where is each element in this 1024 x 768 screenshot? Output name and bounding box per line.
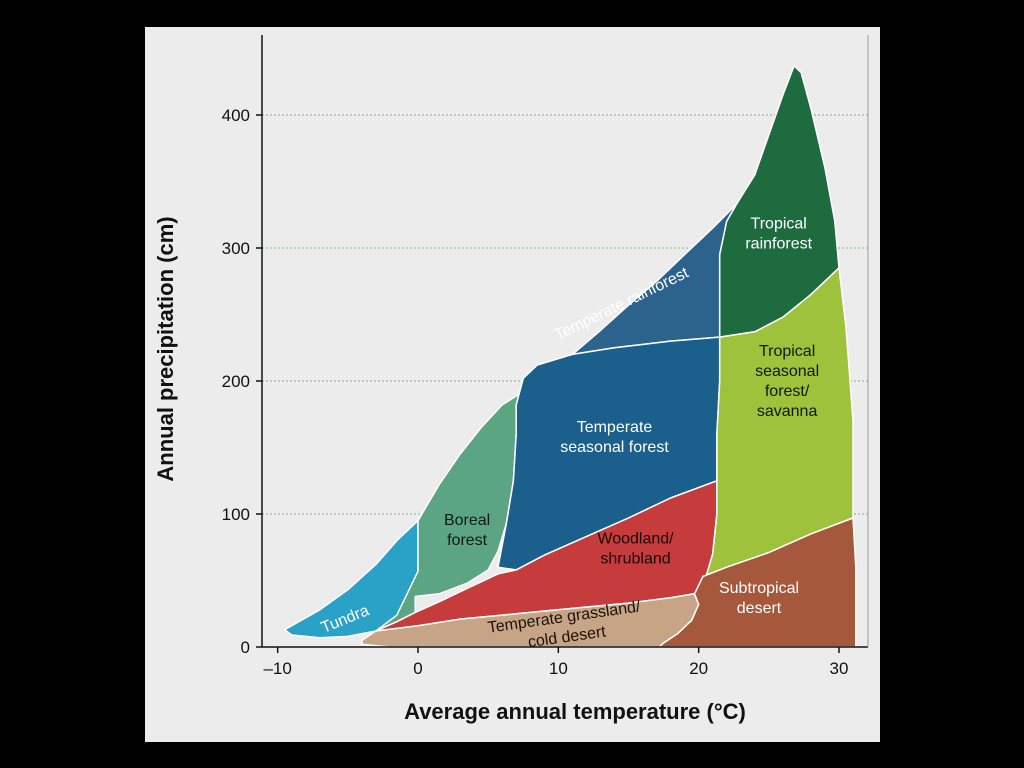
x-tick-label: 20 [689, 659, 708, 678]
biome-label-line: Temperate [577, 419, 653, 436]
y-tick-label: 200 [222, 372, 250, 391]
label-subtropical-desert: Subtropical desert [719, 580, 799, 617]
biome-label-line: desert [737, 600, 782, 617]
region-tropical-rainforest [718, 65, 840, 338]
biome-label-line: seasonal forest [560, 439, 669, 456]
y-tick-label: 300 [222, 239, 250, 258]
biome-label-line: forest [447, 532, 488, 549]
x-tick-label: 10 [549, 659, 568, 678]
region-subtropical-desert [658, 517, 857, 648]
y-axis-title: Annual precipitation (cm) [153, 216, 178, 481]
biome-label-line: Tropical [751, 215, 807, 232]
y-tick-label: 400 [222, 106, 250, 125]
y-tick-label: 100 [222, 505, 250, 524]
x-axis-title: Average annual temperature (°C) [404, 699, 746, 724]
y-tick-label: 0 [241, 638, 250, 657]
label-woodland-shrubland: Woodland/shrubland [597, 531, 674, 568]
biome-label-line: Woodland/ [597, 531, 674, 548]
chart-panel: 0 100 200 300 400 –10 0 10 20 30 Tundra Boreal fore… [145, 27, 880, 742]
biome-regions [283, 65, 857, 648]
biome-label-line: Subtropical [719, 580, 799, 597]
label-tropical-rainforest: Tropical rainforest [745, 215, 812, 252]
label-temperate-seasonal-forest: Temperate seasonal forest [560, 419, 669, 456]
biome-label-line: forest/ [765, 383, 810, 400]
axes [261, 35, 869, 648]
biome-label-line: seasonal [755, 363, 819, 380]
label-boreal-forest: Boreal forest [444, 512, 490, 549]
biome-label-line: Boreal [444, 512, 490, 529]
label-tropical-seasonal-forest-savanna: Tropical seasonal forest/savanna [755, 343, 819, 420]
tick-labels: 0 100 200 300 400 –10 0 10 20 30 [222, 106, 849, 678]
biome-label-line: savanna [757, 403, 818, 420]
biome-label-line: Tropical [759, 343, 815, 360]
x-tick-label: 30 [830, 659, 849, 678]
biome-label-line: rainforest [745, 235, 812, 252]
x-tick-label: –10 [263, 659, 291, 678]
biome-label-line: shrubland [600, 551, 670, 568]
x-tick-label: 0 [413, 659, 422, 678]
